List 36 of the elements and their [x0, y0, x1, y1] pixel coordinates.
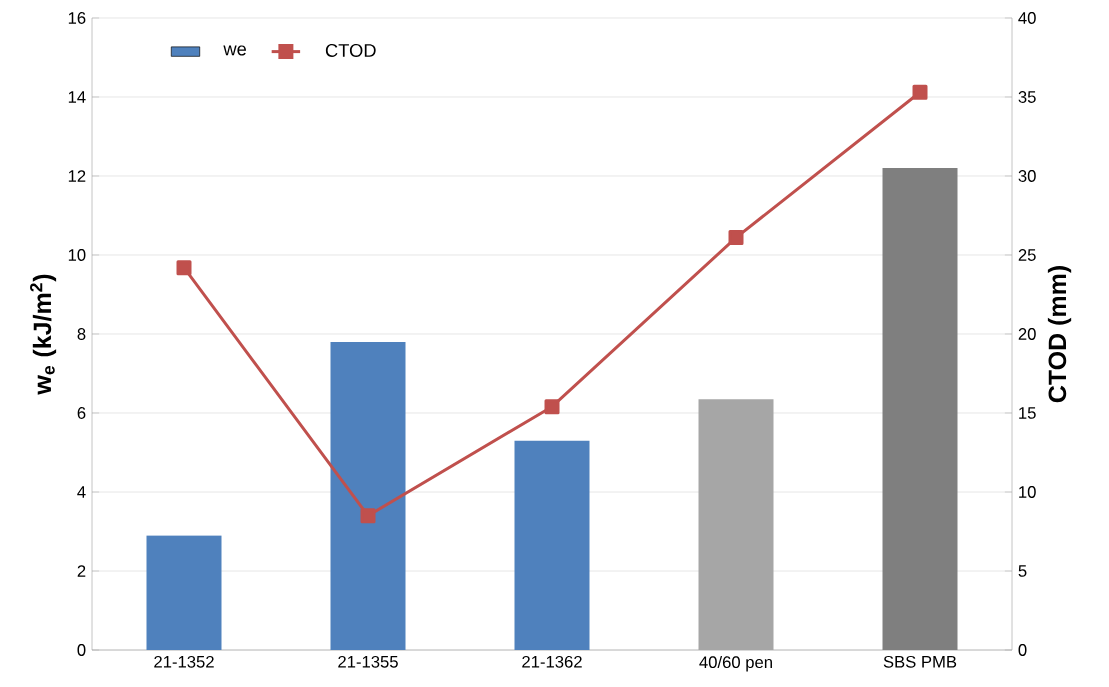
legend-label: CTOD: [325, 43, 376, 57]
point: [728, 230, 744, 246]
bar: [146, 535, 222, 650]
y2-tick-label: 0: [1018, 644, 1027, 656]
point: [544, 399, 560, 415]
y2-tick-label: 20: [1018, 328, 1036, 340]
y2-tick-label: 25: [1018, 249, 1036, 261]
bar: [514, 440, 590, 650]
legend-label: we: [223, 45, 247, 56]
y-axis-title: w$_{e}$ (kJ/m$^{2}$): [30, 274, 57, 395]
point: [360, 508, 376, 524]
point: [176, 260, 192, 276]
y-tick-label: 12: [68, 170, 86, 182]
y2-tick-label: 15: [1019, 407, 1036, 419]
x-tick-label: 21-1362: [522, 655, 582, 668]
point: [912, 84, 928, 100]
y-tick-label: 4: [77, 486, 86, 498]
y2-tick-label: 35: [1018, 91, 1036, 103]
y2-tick-label: 5: [1018, 565, 1027, 577]
y2-tick-label: 40: [1018, 12, 1036, 24]
y-tick-label: 0: [77, 644, 86, 656]
x-tick-label: 40/60 pen: [699, 655, 772, 672]
y-tick-label: 2: [77, 565, 86, 577]
bar: [882, 168, 958, 650]
y-tick-label: 6: [77, 407, 86, 419]
y-tick-label: 10: [68, 249, 86, 261]
y2-tick-label: 30: [1018, 170, 1036, 182]
y-tick-label: 16: [68, 12, 86, 24]
y2-tick-label: 10: [1019, 486, 1036, 498]
y2-axis-title: CTOD (mm): [1047, 266, 1072, 403]
x-tick-label: 21-1352: [154, 655, 214, 668]
bar: [330, 341, 406, 650]
x-tick-label: SBS PMB: [883, 655, 957, 668]
y-tick-label: 8: [77, 328, 86, 340]
x-tick-label: 21-1355: [338, 655, 398, 668]
y-tick-label: 14: [68, 91, 86, 103]
